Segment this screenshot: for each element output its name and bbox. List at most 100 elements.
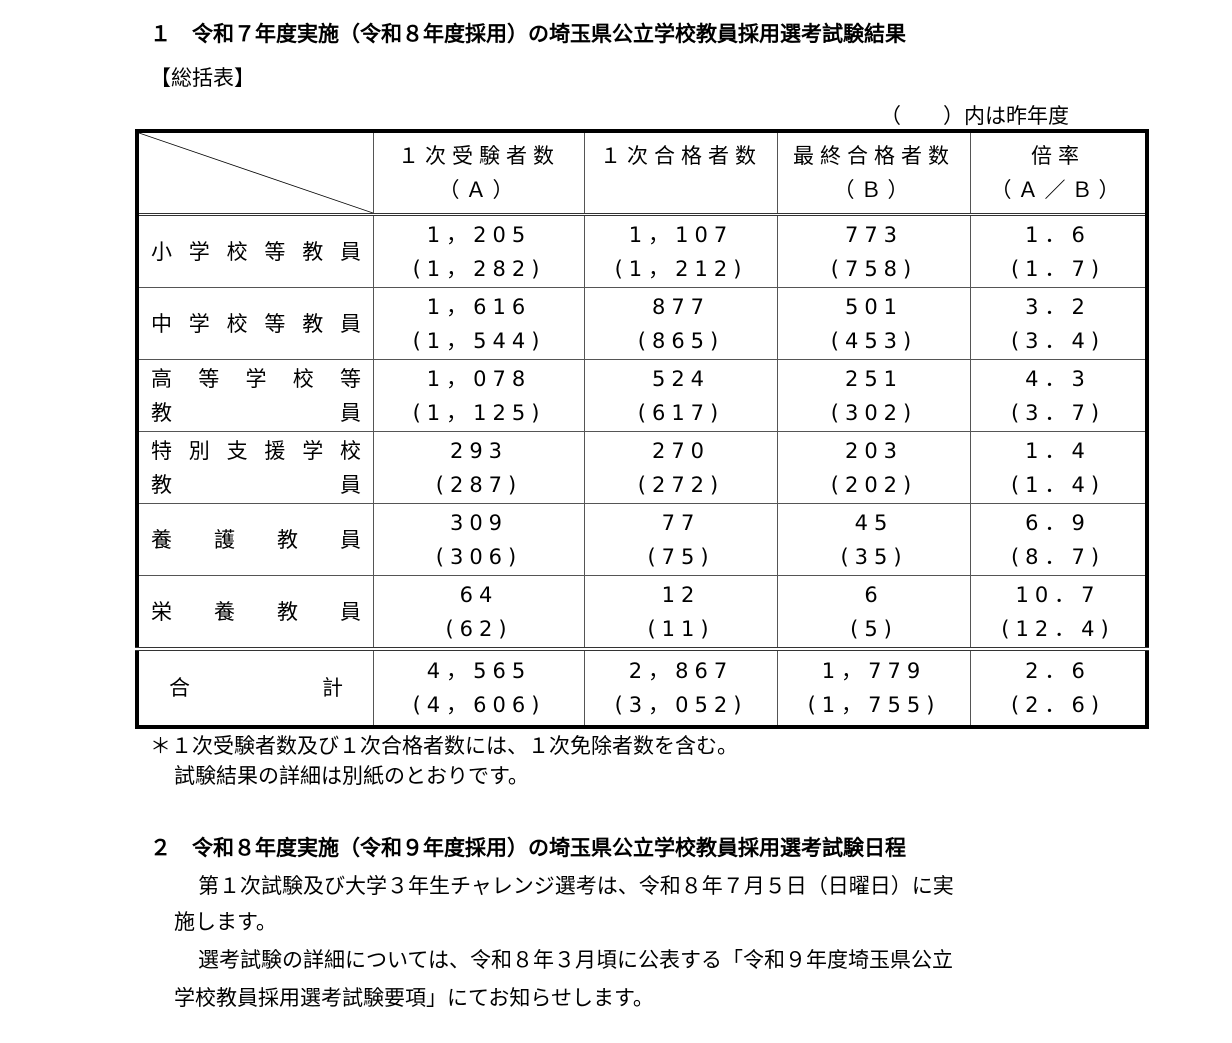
table-row: 高等学校等 教員 1，078 (1，125) 524 (617) 251 (302) 4．3 (3… bbox=[136, 359, 1148, 432]
current-value: 77 bbox=[661, 510, 701, 535]
table-cell: 203 (202) bbox=[777, 431, 971, 504]
previous-year-value: (3．7) bbox=[1010, 400, 1106, 425]
previous-year-value: (3，052) bbox=[614, 693, 748, 717]
row-label-line: 教員 bbox=[151, 472, 361, 497]
current-value: 309 bbox=[449, 510, 509, 535]
current-value: 501 bbox=[844, 294, 904, 319]
current-value: 12 bbox=[661, 582, 701, 607]
table-cell: 64 (62) bbox=[373, 575, 585, 650]
current-value: 1，779 bbox=[821, 659, 927, 683]
table-header-row: １次受験者数 （Ａ） １次合格者数 最終合格者数 （Ｂ） 倍率 （Ａ／Ｂ） bbox=[136, 130, 1148, 216]
current-value: 45 bbox=[854, 510, 894, 535]
current-value: 203 bbox=[844, 438, 904, 463]
current-value: 270 bbox=[651, 438, 711, 463]
table-cell: 524 (617) bbox=[584, 359, 778, 432]
previous-year-value: (302) bbox=[830, 400, 918, 425]
current-value: 1，205 bbox=[426, 222, 532, 247]
column-header-line: 最終合格者数 bbox=[793, 144, 955, 168]
previous-year-value: (11) bbox=[647, 616, 715, 641]
previous-year-value: (12．4) bbox=[1001, 616, 1115, 641]
previous-year-value: (35) bbox=[840, 544, 908, 569]
previous-year-value: (287) bbox=[435, 472, 523, 497]
table-cell: 2．6 (2．6) bbox=[970, 647, 1148, 728]
row-label: 中学校等教員 bbox=[136, 287, 374, 360]
column-header: 最終合格者数 （Ｂ） bbox=[777, 130, 971, 216]
column-header: １次合格者数 bbox=[584, 130, 778, 216]
row-label-line: 中学校等教員 bbox=[151, 311, 361, 336]
previous-year-note: （ ）内は昨年度 bbox=[880, 104, 1069, 128]
current-value: 524 bbox=[651, 366, 711, 391]
row-label: 栄養教員 bbox=[136, 575, 374, 650]
summary-table-caption: 【総括表】 bbox=[150, 66, 255, 90]
row-label-line: 高等学校等 bbox=[151, 366, 361, 391]
previous-year-value: (1，282) bbox=[412, 256, 546, 281]
previous-year-value: (1，544) bbox=[412, 328, 546, 353]
previous-year-value: (617) bbox=[637, 400, 725, 425]
current-value: 64 bbox=[459, 582, 499, 607]
schedule-paragraph-line1: 第１次試験及び大学３年生チャレンジ選考は、令和８年７月５日（日曜日）に実 bbox=[198, 874, 954, 898]
column-header-line: １次合格者数 bbox=[600, 144, 762, 168]
previous-year-value: (8．7) bbox=[1010, 544, 1106, 569]
row-label-line: 養護教員 bbox=[151, 527, 361, 552]
current-value: 1，616 bbox=[426, 294, 532, 319]
previous-year-value: (1．7) bbox=[1010, 256, 1106, 281]
summary-table: １次受験者数 （Ａ） １次合格者数 最終合格者数 （Ｂ） 倍率 （Ａ／Ｂ） 小学校等教員 1，… bbox=[135, 129, 1149, 729]
table-cell: 45 (35) bbox=[777, 503, 971, 576]
table-cell: 251 (302) bbox=[777, 359, 971, 432]
table-cell: 1，779 (1，755) bbox=[777, 647, 971, 728]
details-paragraph-line1: 選考試験の詳細については、令和８年３月頃に公表する「令和９年度埼玉県公立 bbox=[198, 948, 953, 972]
row-label: 合計 bbox=[136, 647, 374, 728]
table-cell: 77 (75) bbox=[584, 503, 778, 576]
row-label: 高等学校等 教員 bbox=[136, 359, 374, 432]
previous-year-value: (75) bbox=[647, 544, 715, 569]
table-cell: 1．4 (1．4) bbox=[970, 431, 1148, 504]
table-row: 養護教員 309 (306) 77 (75) 45 (35) 6．9 (8．7) bbox=[136, 503, 1148, 576]
current-value: 2，867 bbox=[628, 659, 734, 683]
column-header-line: 倍率 bbox=[1031, 144, 1085, 168]
row-label-line: 栄養教員 bbox=[151, 599, 361, 624]
previous-year-value: (272) bbox=[637, 472, 725, 497]
table-cell: 1，078 (1，125) bbox=[373, 359, 585, 432]
column-header: １次受験者数 （Ａ） bbox=[373, 130, 585, 216]
previous-year-value: (5) bbox=[850, 616, 898, 641]
previous-year-value: (62) bbox=[445, 616, 513, 641]
diagonal-line bbox=[139, 133, 373, 213]
row-label: 特別支援学校 教員 bbox=[136, 431, 374, 504]
corner-cell bbox=[136, 130, 374, 216]
previous-year-value: (2．6) bbox=[1010, 693, 1106, 717]
row-label-line: 特別支援学校 bbox=[151, 438, 361, 463]
previous-year-value: (4，606) bbox=[412, 693, 546, 717]
previous-year-value: (202) bbox=[830, 472, 918, 497]
column-header-line: （Ａ／Ｂ） bbox=[990, 178, 1126, 202]
table-cell: 877 (865) bbox=[584, 287, 778, 360]
table-cell: 270 (272) bbox=[584, 431, 778, 504]
column-header-line: （Ｂ） bbox=[833, 178, 915, 202]
column-header-line bbox=[585, 173, 777, 207]
previous-year-value: (865) bbox=[637, 328, 725, 353]
schedule-paragraph-line2: 施します。 bbox=[174, 910, 277, 934]
table-cell: 12 (11) bbox=[584, 575, 778, 650]
table-cell: 1，205 (1，282) bbox=[373, 214, 585, 288]
table-cell: 3．2 (3．4) bbox=[970, 287, 1148, 360]
table-cell: 773 (758) bbox=[777, 214, 971, 288]
footnote-details: 試験結果の詳細は別紙のとおりです。 bbox=[174, 764, 529, 788]
current-value: 1，078 bbox=[426, 366, 532, 391]
table-cell: 1，107 (1，212) bbox=[584, 214, 778, 288]
column-header-line: （Ａ） bbox=[438, 178, 520, 202]
footnote-exemption: ＊１次受験者数及び１次合格者数には、１次免除者数を含む。 bbox=[150, 734, 738, 758]
previous-year-value: (3．4) bbox=[1010, 328, 1106, 353]
table-cell: 4，565 (4，606) bbox=[373, 647, 585, 728]
row-label: 養護教員 bbox=[136, 503, 374, 576]
current-value: 1．4 bbox=[1025, 438, 1091, 463]
current-value: 877 bbox=[651, 294, 711, 319]
table-cell: 309 (306) bbox=[373, 503, 585, 576]
column-header: 倍率 （Ａ／Ｂ） bbox=[970, 130, 1148, 216]
previous-year-value: (1，125) bbox=[412, 400, 546, 425]
previous-year-value: (1，755) bbox=[807, 693, 941, 717]
current-value: 293 bbox=[449, 438, 509, 463]
table-cell: 293 (287) bbox=[373, 431, 585, 504]
table-cell: 6．9 (8．7) bbox=[970, 503, 1148, 576]
table-cell: 1，616 (1，544) bbox=[373, 287, 585, 360]
row-label-line: 教員 bbox=[151, 400, 361, 425]
details-paragraph-line2: 学校教員採用選考試験要項」にてお知らせします。 bbox=[174, 986, 654, 1010]
